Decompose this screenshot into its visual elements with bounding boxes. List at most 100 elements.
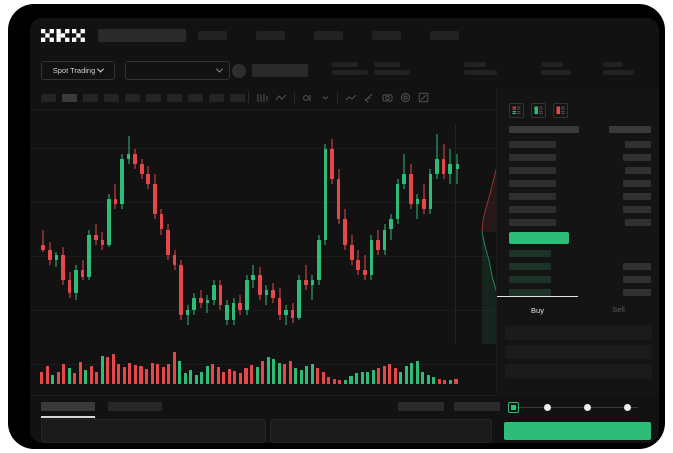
- volume-bar: [327, 376, 331, 384]
- bid-row-price[interactable]: [509, 289, 551, 296]
- timeframe-button-1[interactable]: [41, 94, 56, 102]
- candle: [323, 122, 328, 337]
- volume-bar: [222, 372, 226, 384]
- primary-cta-button[interactable]: [504, 422, 651, 440]
- bottom-tab-2[interactable]: [108, 402, 162, 411]
- timeframe-button-10[interactable]: [230, 94, 245, 102]
- volume-bar: [277, 362, 281, 384]
- order-total-field[interactable]: [505, 364, 652, 378]
- nav-item-4[interactable]: [372, 31, 401, 40]
- timeframe-button-9[interactable]: [209, 94, 224, 102]
- trend-line-icon[interactable]: [345, 93, 357, 103]
- volume-bar: [67, 368, 71, 384]
- step-indicator-4[interactable]: [624, 404, 631, 411]
- price-chart[interactable]: [30, 110, 506, 395]
- ask-row-price[interactable]: [509, 206, 556, 213]
- search-input[interactable]: [98, 29, 186, 42]
- ask-row-price[interactable]: [509, 193, 556, 200]
- volume-bar: [216, 367, 220, 384]
- chevron-down-icon: [97, 65, 105, 73]
- volume-bar: [189, 369, 193, 384]
- candle: [166, 122, 170, 337]
- bid-row-price[interactable]: [509, 250, 551, 257]
- volume-bar: [211, 364, 215, 384]
- timeframe-button-6[interactable]: [146, 94, 161, 102]
- volume-bar: [294, 368, 298, 384]
- nav-item-3[interactable]: [314, 31, 343, 40]
- bottom-tab-1[interactable]: [41, 402, 95, 411]
- candle: [369, 122, 374, 337]
- order-amount-field[interactable]: [505, 345, 652, 359]
- bids-only-icon[interactable]: [531, 103, 546, 118]
- volume-bar: [299, 369, 303, 384]
- step-indicator-2[interactable]: [544, 404, 551, 411]
- bottom-action-1[interactable]: [398, 402, 444, 411]
- ruler-icon[interactable]: [364, 92, 375, 103]
- candle: [120, 122, 124, 337]
- ask-row-price[interactable]: [509, 167, 556, 174]
- volume-bar: [426, 375, 430, 384]
- volume-bar: [84, 369, 88, 384]
- ask-row-price[interactable]: [509, 141, 556, 148]
- volume-bar: [178, 360, 182, 384]
- chart-gridline: [30, 202, 496, 203]
- toolbar-divider: [248, 92, 249, 103]
- timeframe-button-2[interactable]: [62, 94, 77, 102]
- bid-row-price[interactable]: [509, 276, 551, 283]
- candle: [264, 122, 269, 337]
- candle: [284, 122, 288, 337]
- indicator-icon[interactable]: [302, 93, 314, 103]
- chevron-down-icon[interactable]: [321, 93, 330, 102]
- timeframe-button-8[interactable]: [188, 94, 203, 102]
- settings-icon[interactable]: [400, 92, 411, 103]
- nav-item-5[interactable]: [430, 31, 459, 40]
- toolbar-divider: [337, 92, 338, 103]
- bottom-card-1[interactable]: [41, 419, 266, 443]
- line-chart-icon[interactable]: [275, 93, 287, 103]
- ticker-stat-4-value: [541, 70, 571, 75]
- volume-bar: [415, 360, 419, 384]
- timeframe-button-4[interactable]: [104, 94, 119, 102]
- volume-bar: [133, 365, 137, 384]
- okx-logo[interactable]: [41, 29, 85, 42]
- step-indicator-active[interactable]: [508, 402, 519, 413]
- timeframe-button-7[interactable]: [167, 94, 182, 102]
- volume-bar: [156, 364, 160, 384]
- volume-bar: [167, 363, 171, 384]
- fullscreen-icon[interactable]: [418, 92, 429, 103]
- candle: [107, 122, 111, 337]
- step-indicator-3[interactable]: [584, 404, 591, 411]
- asks-only-icon[interactable]: [553, 103, 568, 118]
- candle: [100, 122, 105, 337]
- volume-bar: [145, 368, 149, 384]
- tab-buy[interactable]: Buy: [497, 296, 578, 323]
- chart-gridline: [30, 148, 496, 149]
- both-sides-icon[interactable]: [509, 103, 524, 118]
- ask-row-price[interactable]: [509, 180, 556, 187]
- market-type-dropdown[interactable]: Spot Trading: [41, 61, 115, 80]
- ask-row-price[interactable]: [509, 219, 556, 226]
- bottom-action-2[interactable]: [454, 402, 500, 411]
- volume-bar: [371, 369, 375, 384]
- trading-pair-select[interactable]: [125, 61, 230, 80]
- candlestick-icon[interactable]: [256, 93, 268, 103]
- nav-item-1[interactable]: [198, 31, 227, 40]
- candle: [395, 122, 400, 337]
- volume-bar: [238, 373, 242, 384]
- bid-row-size: [623, 263, 651, 270]
- timeframe-button-3[interactable]: [83, 94, 98, 102]
- camera-icon[interactable]: [382, 92, 393, 103]
- volume-bar: [45, 366, 49, 384]
- tab-sell[interactable]: Sell: [612, 305, 625, 314]
- volume-bar: [410, 362, 414, 384]
- ask-row-price[interactable]: [509, 154, 556, 161]
- bottom-card-2[interactable]: [270, 419, 492, 443]
- nav-item-2[interactable]: [256, 31, 285, 40]
- timeframe-button-5[interactable]: [125, 94, 140, 102]
- order-price-field[interactable]: [505, 326, 652, 340]
- order-book-rows[interactable]: [497, 126, 659, 321]
- candle: [126, 122, 131, 337]
- bid-row-price[interactable]: [509, 263, 551, 270]
- volume-bar: [255, 367, 259, 384]
- candle: [349, 122, 354, 337]
